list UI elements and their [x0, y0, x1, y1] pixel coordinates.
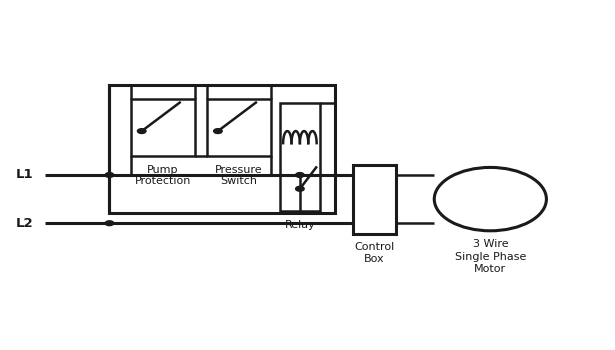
- Text: Pressure
Switch: Pressure Switch: [215, 164, 263, 186]
- Circle shape: [213, 129, 222, 133]
- Circle shape: [434, 167, 546, 231]
- Circle shape: [138, 129, 146, 133]
- Text: Pump
Protection: Pump Protection: [135, 164, 191, 186]
- Text: 3 Wire
Single Phase
Motor: 3 Wire Single Phase Motor: [454, 239, 526, 274]
- Bar: [353, 164, 396, 233]
- Text: Relay: Relay: [285, 220, 315, 230]
- Bar: [207, 99, 271, 156]
- Text: L2: L2: [15, 217, 33, 230]
- Circle shape: [105, 221, 114, 226]
- Circle shape: [296, 173, 304, 177]
- Bar: [109, 85, 335, 213]
- Text: L1: L1: [15, 168, 33, 182]
- Circle shape: [105, 173, 114, 177]
- Text: Control
Box: Control Box: [354, 242, 395, 264]
- Bar: [280, 103, 320, 211]
- Bar: [131, 99, 195, 156]
- Circle shape: [296, 186, 304, 191]
